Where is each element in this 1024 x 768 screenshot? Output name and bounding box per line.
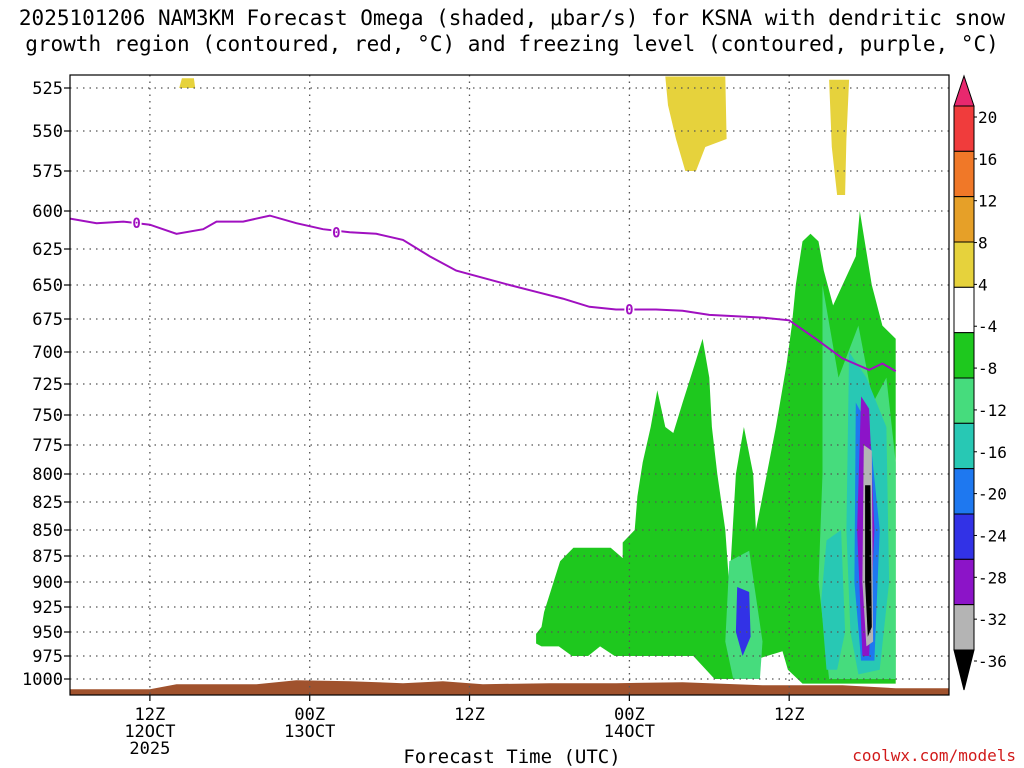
colorbar-label: 8 bbox=[978, 234, 988, 253]
x-tick-label: 12Z bbox=[135, 705, 166, 725]
x-tick-label: 00Z bbox=[294, 705, 325, 725]
terrain bbox=[70, 680, 949, 695]
colorbar-bin bbox=[953, 558, 975, 606]
contour-label-bg bbox=[624, 301, 635, 318]
y-tick-label: 600 bbox=[32, 202, 63, 222]
omega-region-2 bbox=[829, 79, 850, 195]
y-tick-label: 650 bbox=[32, 276, 63, 296]
colorbar-bin bbox=[953, 286, 975, 334]
colorbar-label: -12 bbox=[978, 401, 1007, 420]
contour-label: 0 bbox=[132, 216, 140, 232]
colorbar-cap-top bbox=[953, 74, 975, 107]
freezing-level: 0 0 0 bbox=[70, 214, 897, 373]
contour-label: 0 bbox=[332, 225, 340, 241]
x-tick-label: 12Z bbox=[774, 705, 805, 725]
terrain-fill bbox=[70, 680, 949, 695]
y-tick-label: 900 bbox=[32, 573, 63, 593]
y-tick-label: 775 bbox=[32, 436, 63, 456]
x-tick-label: 12Z bbox=[454, 705, 485, 725]
y-tick-label: 700 bbox=[32, 343, 63, 363]
credit-link[interactable]: coolwx.com/models bbox=[852, 746, 1016, 765]
colorbar-bin bbox=[953, 332, 975, 379]
x-tick-label: 00Z bbox=[614, 705, 645, 725]
colorbar-cap-bottom bbox=[953, 649, 975, 691]
omega-shading bbox=[179, 76, 896, 684]
y-tick-label: 525 bbox=[32, 79, 63, 99]
omega-region-13 bbox=[865, 485, 872, 637]
y-tick-label: 1000 bbox=[22, 670, 63, 690]
x-tick-label: 13OCT bbox=[284, 722, 335, 742]
colorbar-label: 16 bbox=[978, 150, 997, 169]
x-tick-label: 14OCT bbox=[604, 722, 655, 742]
colorbar-bin bbox=[953, 105, 975, 152]
colorbar-label: -32 bbox=[978, 610, 1007, 629]
colorbar-label: -4 bbox=[978, 317, 997, 336]
colorbar-label: -8 bbox=[978, 359, 997, 378]
y-tick-label: 950 bbox=[32, 623, 63, 643]
chart-title-line-1: 2025101206 NAM3KM Forecast Omega (shaded… bbox=[18, 6, 1006, 30]
colorbar-bin bbox=[953, 468, 975, 515]
colorbar-label: 4 bbox=[978, 275, 988, 294]
omega-region-1 bbox=[665, 76, 727, 171]
colorbar-bin bbox=[953, 196, 975, 243]
freezing-level-line bbox=[70, 214, 897, 373]
plot-frame bbox=[69, 74, 950, 696]
y-tick-label: 750 bbox=[32, 406, 63, 426]
omega-region-8 bbox=[821, 530, 846, 670]
y-tick-label: 800 bbox=[32, 465, 63, 485]
y-tick-label: 675 bbox=[32, 310, 63, 330]
colorbar-label: 20 bbox=[978, 108, 997, 127]
y-tick-label: 550 bbox=[32, 122, 63, 142]
x-tick-label: 2025 bbox=[129, 739, 170, 759]
contour-label: 0 bbox=[625, 302, 633, 318]
omega-region-4 bbox=[536, 211, 896, 684]
y-tick-label: 725 bbox=[32, 375, 63, 395]
y-tick-label: 625 bbox=[32, 240, 63, 260]
colorbar-bin bbox=[953, 241, 975, 288]
colorbar-label: -20 bbox=[978, 485, 1007, 504]
colorbar-bin bbox=[953, 150, 975, 198]
colorbar-label: -36 bbox=[978, 652, 1007, 671]
contour-label-bg bbox=[331, 224, 342, 241]
x-axis-label: Forecast Time (UTC) bbox=[403, 746, 621, 768]
y-tick-label: 850 bbox=[32, 521, 63, 541]
colorbar-bin bbox=[953, 422, 975, 470]
colorbar-label: -16 bbox=[978, 443, 1007, 462]
chart-title-line-2: growth region (contoured, red, °C) and f… bbox=[25, 32, 999, 56]
y-tick-label: 825 bbox=[32, 493, 63, 513]
y-axis: 525 550 575 600 625 650 675 700 725 750 775 800 825 8… bbox=[22, 79, 70, 690]
colorbar-bin bbox=[953, 604, 975, 651]
y-tick-label: 975 bbox=[32, 647, 63, 667]
colorbar-label: 12 bbox=[978, 192, 997, 211]
colorbar-bin bbox=[953, 377, 975, 424]
colorbar: 20 16 12 8 4 -4 -8 -12 -16 -20 -24 -28 -32 -36 bbox=[953, 74, 1007, 691]
y-tick-label: 575 bbox=[32, 162, 63, 182]
colorbar-label: -28 bbox=[978, 568, 1007, 587]
omega-region-0 bbox=[179, 78, 196, 88]
colorbar-label: -24 bbox=[978, 526, 1007, 545]
omega-region-10 bbox=[735, 587, 751, 656]
y-tick-label: 925 bbox=[32, 598, 63, 618]
contour-label-bg bbox=[131, 215, 142, 232]
x-tick-label: 12OCT bbox=[124, 722, 175, 742]
colorbar-bin bbox=[953, 513, 975, 560]
y-tick-label: 875 bbox=[32, 547, 63, 567]
